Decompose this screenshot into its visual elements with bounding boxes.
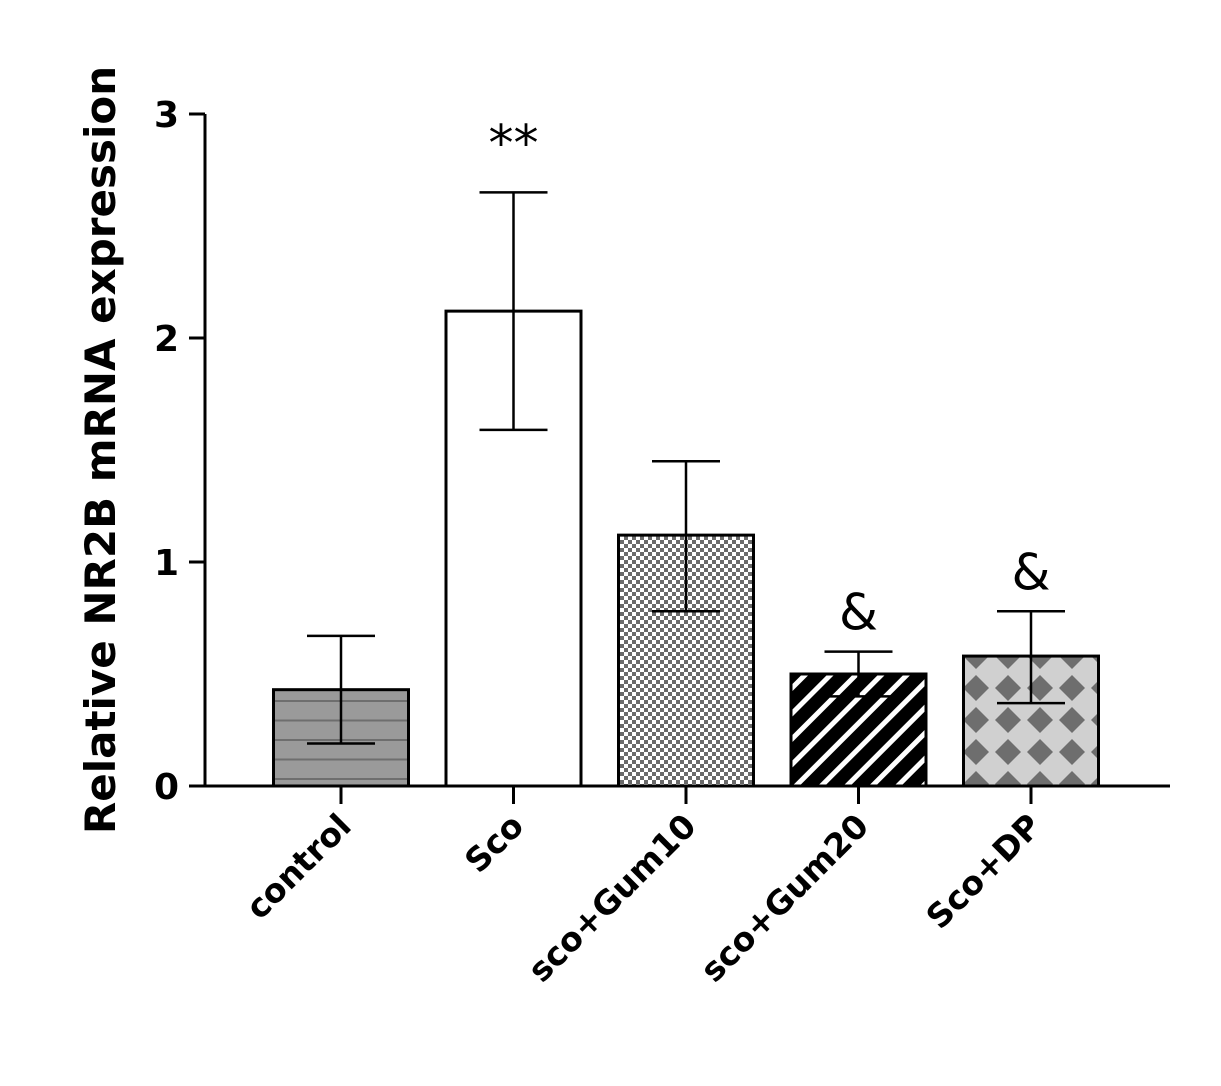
x-tick-label: Sco+DP xyxy=(918,806,1048,936)
error-bars xyxy=(307,191,1065,745)
x-tick-label: Sco xyxy=(457,806,531,880)
y-axis: 0 1 2 3 xyxy=(154,95,207,808)
y-tick-label: 2 xyxy=(154,319,179,360)
significance-marker: ** xyxy=(489,114,539,172)
x-tick-label: sco+Gum10 xyxy=(520,806,703,989)
significance-marker: & xyxy=(1012,543,1051,601)
y-tick-label: 3 xyxy=(154,95,179,136)
y-tick-label: 0 xyxy=(154,767,179,808)
x-tick-label: sco+Gum20 xyxy=(693,806,876,989)
y-axis-title: Relative NR2B mRNA expression xyxy=(76,66,125,834)
significance-marker: & xyxy=(839,584,878,642)
x-tick-label: control xyxy=(238,806,359,927)
significance-annotations: ** & & xyxy=(489,114,1051,641)
x-axis xyxy=(205,784,1170,804)
y-tick-label: 1 xyxy=(154,543,179,584)
y-axis-title-group: Relative NR2B mRNA expression xyxy=(76,66,125,834)
